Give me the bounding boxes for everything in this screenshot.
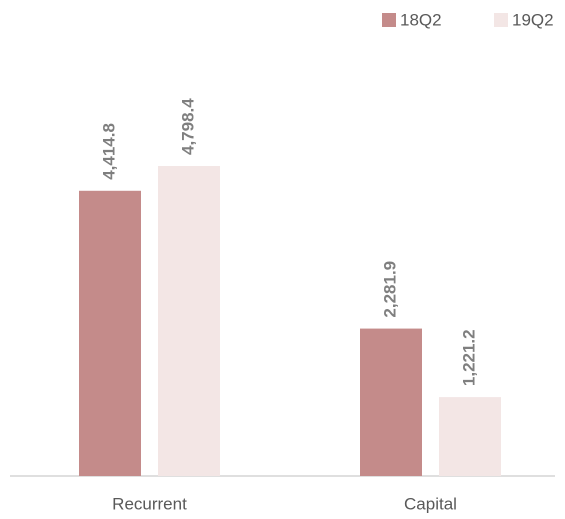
data-label: 4,798.4: [178, 98, 197, 155]
bar: [79, 190, 141, 477]
legend-label: 18Q2: [400, 10, 442, 29]
data-label: 2,281.9: [380, 261, 399, 318]
data-label: 1,221.2: [459, 329, 478, 386]
bar: [360, 328, 422, 476]
legend-swatch: [382, 13, 396, 27]
x-tick-label: Recurrent: [112, 494, 187, 513]
data-label: 4,414.8: [99, 123, 118, 180]
legend-swatch: [494, 13, 508, 27]
bar: [158, 166, 220, 476]
x-tick-label: Capital: [404, 494, 457, 513]
legend-label: 19Q2: [512, 10, 554, 29]
bar: [439, 397, 501, 476]
